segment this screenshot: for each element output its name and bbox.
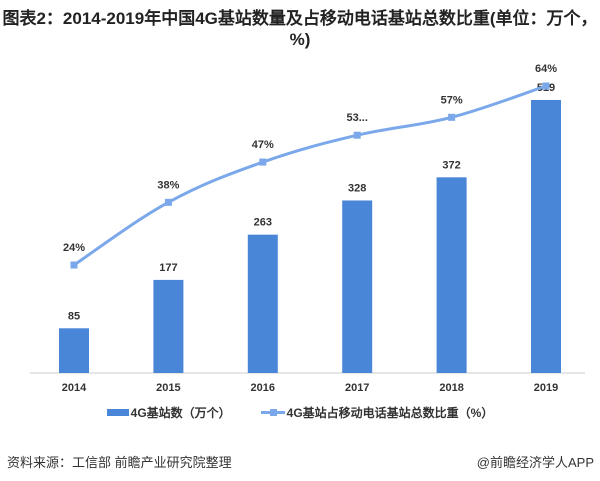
line-label: 53... <box>346 112 367 124</box>
bar <box>59 328 89 373</box>
x-tick-label: 2016 <box>251 382 275 394</box>
legend-label-line: 4G基站占移动电话基站总数比重（%） <box>286 406 494 420</box>
line-point <box>164 198 172 206</box>
line-point <box>542 82 550 90</box>
legend-item-line[interactable]: 4G基站占移动电话基站总数比重（%） <box>260 404 494 421</box>
line-label: 64% <box>535 63 557 75</box>
x-tick-label: 2019 <box>534 382 558 394</box>
line-label: 24% <box>63 242 85 254</box>
bar-label: 263 <box>254 217 272 229</box>
x-tick-label: 2017 <box>345 382 369 394</box>
line-label: 57% <box>441 94 463 106</box>
bar <box>436 177 467 373</box>
legend-label-bar: 4G基站数（万个） <box>130 406 231 420</box>
line-point <box>448 113 456 121</box>
legend-item-bar[interactable]: 4G基站数（万个） <box>106 404 231 421</box>
bar-label: 85 <box>68 310 80 322</box>
bar-label: 328 <box>348 182 366 194</box>
line-point <box>259 158 267 166</box>
line-point <box>70 261 78 269</box>
source-note: 资料来源：工信部 前瞻产业研究院整理 <box>7 455 232 470</box>
bar-label: 177 <box>159 262 177 274</box>
legend-swatch-line <box>260 409 285 416</box>
bar-label: 372 <box>442 159 460 171</box>
legend: 4G基站数（万个） 4G基站占移动电话基站总数比重（%） <box>0 404 600 421</box>
line-label: 47% <box>252 139 274 151</box>
legend-swatch-bar <box>106 409 129 416</box>
series-line <box>73 84 547 267</box>
chart-plot: 8520141772015263201632820173722018519201… <box>30 63 585 394</box>
x-tick-label: 2014 <box>62 382 87 394</box>
line-point <box>353 131 361 139</box>
bar <box>531 100 561 374</box>
brand-credit: @前瞻经济学人APP <box>476 455 594 470</box>
chart-title: 图表2：2014-2019年中国4G基站数量及占移动电话基站总数比重(单位：万个… <box>2 9 598 49</box>
x-tick-label: 2015 <box>156 382 180 394</box>
bar <box>342 200 373 373</box>
x-tick-label: 2018 <box>439 382 463 394</box>
bar <box>247 234 278 373</box>
bar <box>153 279 184 373</box>
line-label: 38% <box>157 179 179 191</box>
